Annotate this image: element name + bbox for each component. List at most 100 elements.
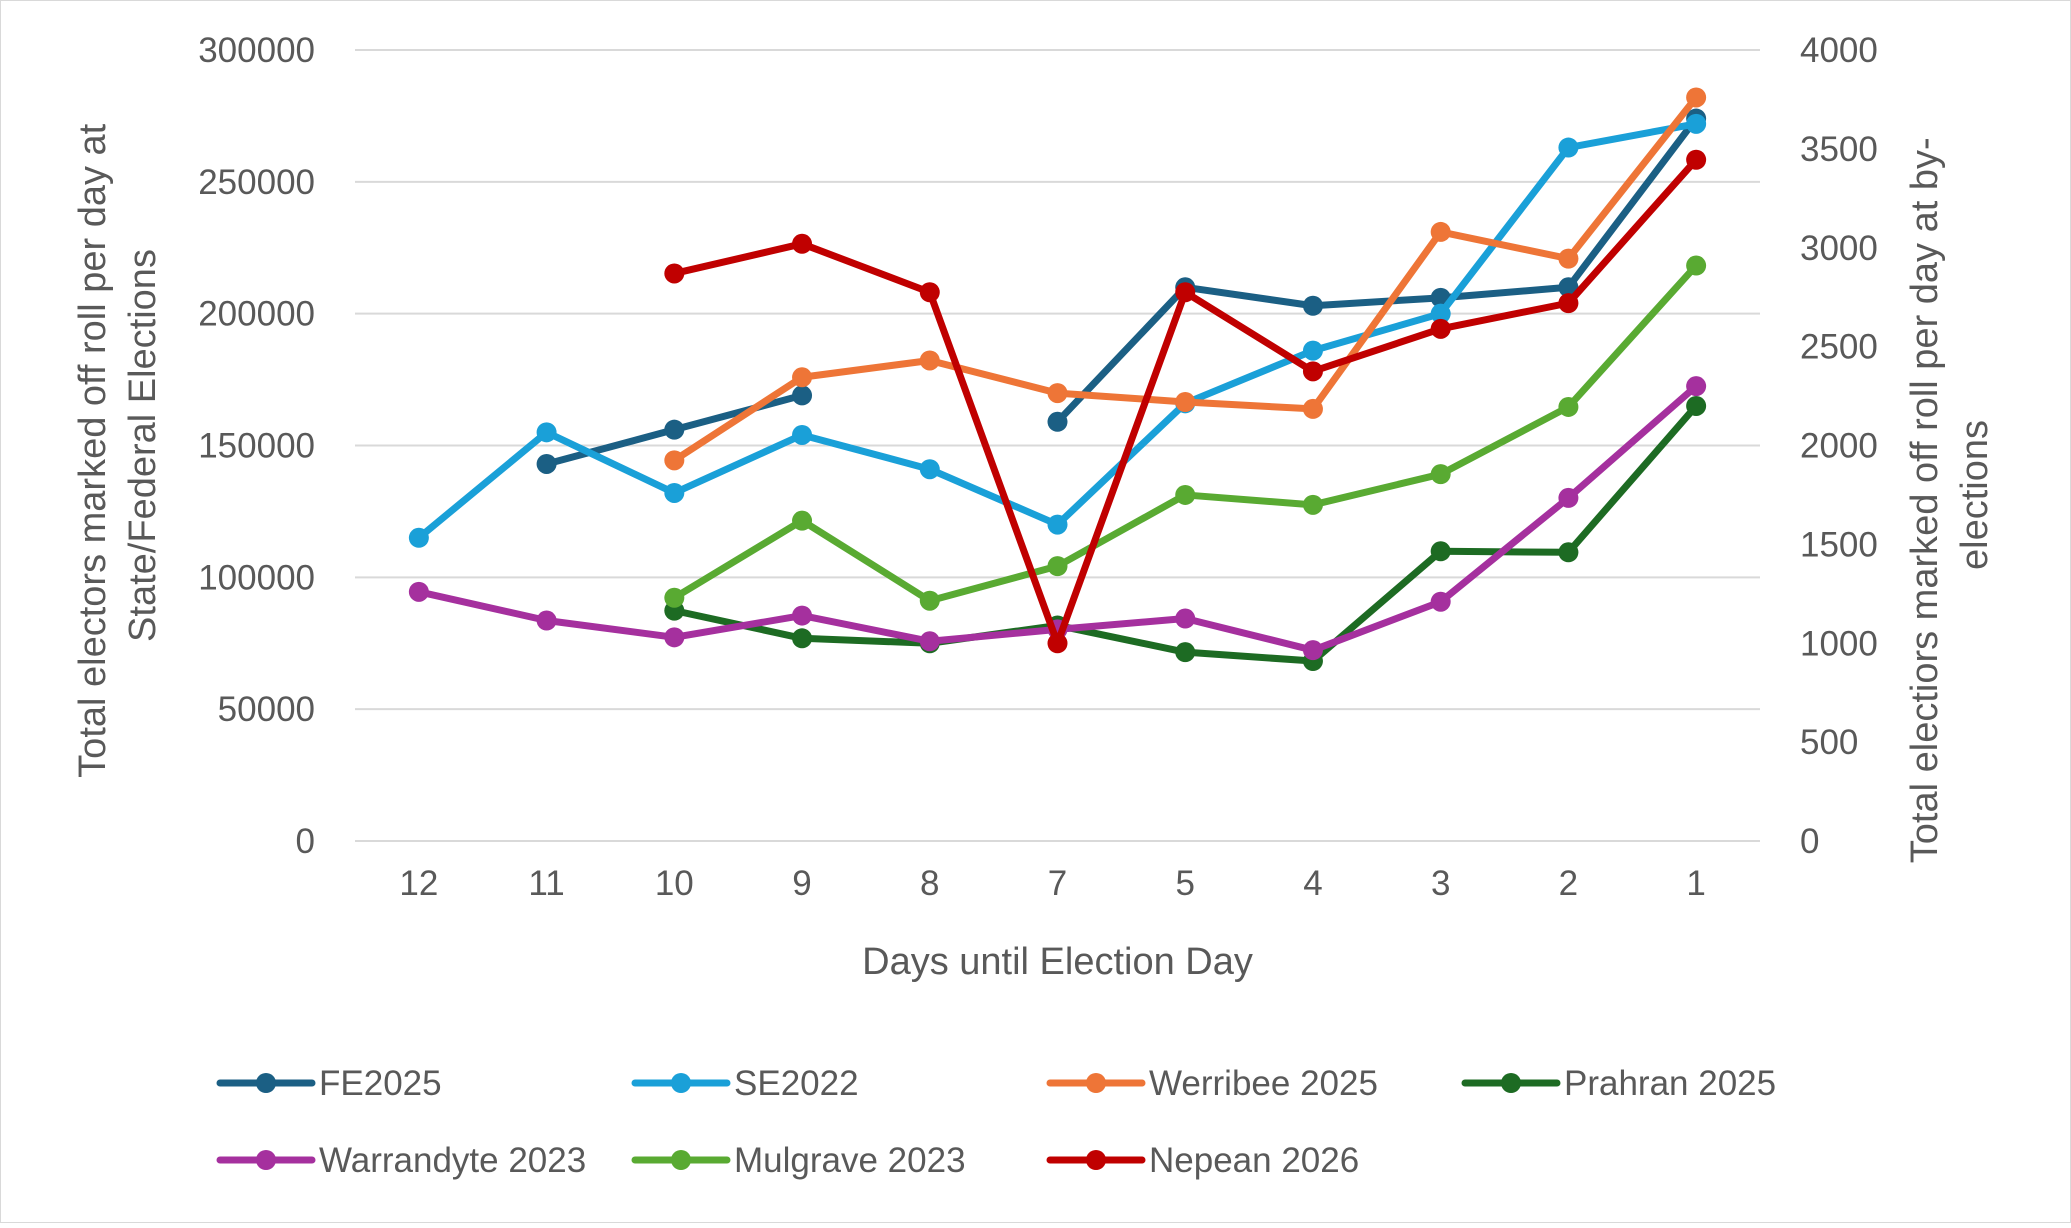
legend-item-warrandyte-2023: Warrandyte 2023 [216,1141,586,1180]
data-point-nepean-2026 [1558,293,1579,314]
legend-item-prahran-2025: Prahran 2025 [1461,1064,1776,1103]
legend-marker-fe2025 [256,1073,276,1093]
y-left-tick-label: 300000 [198,31,315,70]
data-point-warrandyte-2023 [1175,608,1196,629]
y-left-tick-label: 100000 [198,558,315,597]
axis-ticks: 0 50000 100000 150000 200000 250000 300000 0 500… [198,31,1878,903]
series-nepean-2026 [664,149,1707,654]
y-left-tick-label: 50000 [218,690,315,729]
data-point-se2022 [1302,340,1323,361]
data-point-se2022 [664,482,685,503]
data-point-werribee-2025 [1302,398,1323,419]
x-tick-label: 7 [1048,864,1067,903]
x-axis-title: Days until Election Day [862,941,1253,983]
x-tick-label: 2 [1559,864,1578,903]
data-point-werribee-2025 [1686,87,1707,108]
series-se2022 [408,113,1707,548]
x-tick-label: 3 [1431,864,1450,903]
data-point-mulgrave-2023 [1558,396,1579,417]
data-point-werribee-2025 [1175,391,1196,412]
y-axis-left-title: Total electors marked off roll per day a… [72,113,164,778]
series-line-fe2025 [1054,115,1700,426]
y-axis-left-title-line-1: Total electors marked off roll per day a… [72,123,114,777]
data-point-warrandyte-2023 [664,627,685,648]
x-tick-label: 11 [528,864,564,903]
data-point-mulgrave-2023 [1686,255,1707,276]
legend-label-nepean-2026: Nepean 2026 [1149,1141,1359,1180]
y-right-tick-label: 1500 [1800,525,1878,564]
legend-label-werribee-2025: Werribee 2025 [1149,1064,1378,1103]
data-point-fe2025 [1047,411,1068,432]
gridlines [355,49,1760,842]
data-point-se2022 [1558,137,1579,158]
data-point-se2022 [919,459,940,480]
data-point-se2022 [1047,514,1068,535]
data-point-prahran-2025 [1686,395,1707,416]
series-mulgrave-2023 [664,255,1707,611]
data-point-warrandyte-2023 [1558,487,1579,508]
x-tick-label: 4 [1303,864,1322,903]
y-axis-left-title-line-2: State/Federal Elections [122,249,164,642]
data-point-mulgrave-2023 [919,590,940,611]
y-right-tick-label: 3000 [1800,229,1878,268]
legend-label-warrandyte-2023: Warrandyte 2023 [319,1141,586,1180]
data-point-werribee-2025 [1047,383,1068,404]
data-point-se2022 [1686,113,1707,134]
x-tick-label: 10 [655,864,694,903]
y-right-tick-label: 2000 [1800,427,1878,466]
y-left-tick-label: 200000 [198,295,315,334]
data-point-warrandyte-2023 [536,610,557,631]
data-point-se2022 [408,527,429,548]
data-point-nepean-2026 [1047,633,1068,654]
y-right-tick-label: 500 [1800,723,1858,762]
data-point-mulgrave-2023 [1047,556,1068,577]
y-left-tick-label: 0 [296,822,315,861]
data-point-warrandyte-2023 [1686,376,1707,397]
y-right-tick-label: 1000 [1800,624,1878,663]
x-tick-label: 5 [1175,864,1194,903]
data-point-fe2025 [1302,295,1323,316]
data-point-prahran-2025 [792,628,813,649]
x-tick-label: 8 [920,864,939,903]
x-tick-label: 1 [1686,864,1705,903]
data-point-prahran-2025 [1430,541,1451,562]
y-right-tick-label: 4000 [1800,31,1878,70]
data-point-se2022 [536,422,557,443]
legend-marker-prahran-2025 [1501,1073,1521,1093]
data-point-mulgrave-2023 [792,510,813,531]
data-point-fe2025 [664,419,685,440]
data-point-mulgrave-2023 [664,587,685,608]
y-left-tick-label: 150000 [198,427,315,466]
legend-marker-werribee-2025 [1086,1073,1106,1093]
legend-label-mulgrave-2023: Mulgrave 2023 [734,1141,966,1180]
data-point-se2022 [792,424,813,445]
data-point-nepean-2026 [1686,149,1707,170]
data-point-werribee-2025 [919,350,940,371]
legend-label-fe2025: FE2025 [319,1064,442,1103]
data-point-prahran-2025 [1558,542,1579,563]
y-axis-right-title-line-2: elections [1954,420,1996,570]
legend-item-nepean-2026: Nepean 2026 [1046,1141,1359,1180]
y-left-tick-label: 250000 [198,163,315,202]
data-point-mulgrave-2023 [1430,464,1451,485]
legend-marker-warrandyte-2023 [256,1150,276,1170]
data-point-prahran-2025 [1175,642,1196,663]
data-point-nepean-2026 [792,233,813,254]
data-point-werribee-2025 [1430,221,1451,242]
series-warrandyte-2023 [408,376,1707,661]
legend-label-prahran-2025: Prahran 2025 [1564,1064,1776,1103]
legend-item-mulgrave-2023: Mulgrave 2023 [631,1141,966,1180]
y-right-tick-label: 3500 [1800,130,1878,169]
data-point-werribee-2025 [1558,248,1579,269]
data-point-warrandyte-2023 [408,581,429,602]
x-tick-label: 12 [399,864,438,903]
legend-marker-se2022 [671,1073,691,1093]
legend-item-werribee-2025: Werribee 2025 [1046,1064,1378,1103]
y-axis-right-title: Total electiors marked off roll per day … [1904,127,1996,863]
y-axis-right-title-line-1: Total electiors marked off roll per day … [1904,137,1946,863]
data-point-nepean-2026 [919,282,940,303]
legend-label-se2022: SE2022 [734,1064,859,1103]
data-point-fe2025 [536,453,557,474]
